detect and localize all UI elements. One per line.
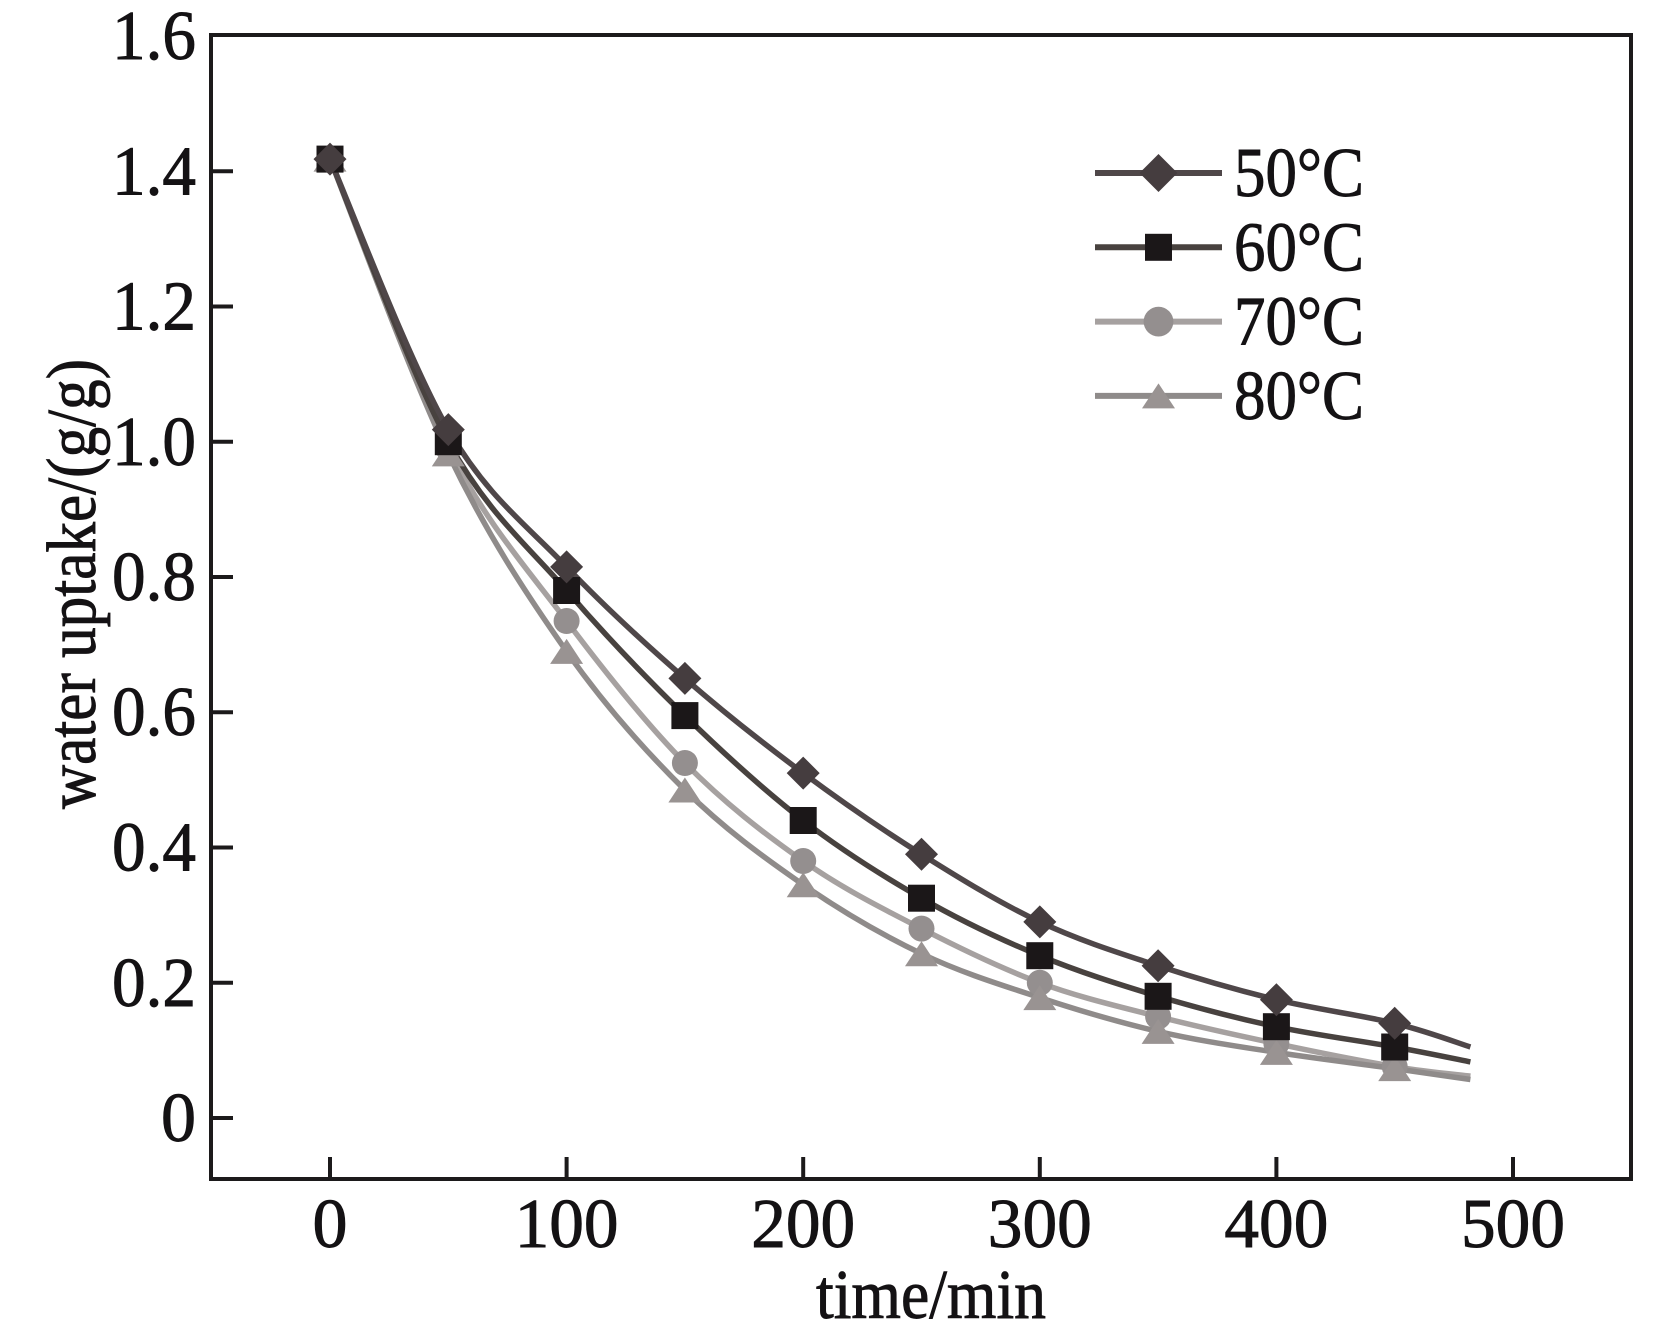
svg-text:400: 400 [1224,1186,1328,1263]
svg-text:0.6: 0.6 [112,674,196,751]
svg-text:time/min: time/min [816,1257,1046,1334]
svg-text:0.8: 0.8 [112,539,196,616]
svg-text:60°C: 60°C [1234,209,1364,286]
svg-text:1.0: 1.0 [112,404,196,481]
svg-text:200: 200 [751,1186,855,1263]
svg-text:80°C: 80°C [1234,358,1364,435]
svg-text:500: 500 [1461,1186,1565,1263]
svg-text:0: 0 [161,1080,196,1157]
svg-text:300: 300 [988,1186,1092,1263]
svg-text:1.2: 1.2 [112,269,196,346]
svg-text:0.2: 0.2 [112,945,196,1022]
svg-text:70°C: 70°C [1234,284,1364,361]
svg-text:100: 100 [515,1186,619,1263]
svg-text:50°C: 50°C [1234,135,1364,212]
svg-text:1.4: 1.4 [112,133,196,210]
svg-text:1.6: 1.6 [112,0,196,75]
svg-text:water uptake/(g/g): water uptake/(g/g) [34,359,111,809]
svg-text:0: 0 [313,1186,348,1263]
svg-text:0.4: 0.4 [112,810,196,887]
